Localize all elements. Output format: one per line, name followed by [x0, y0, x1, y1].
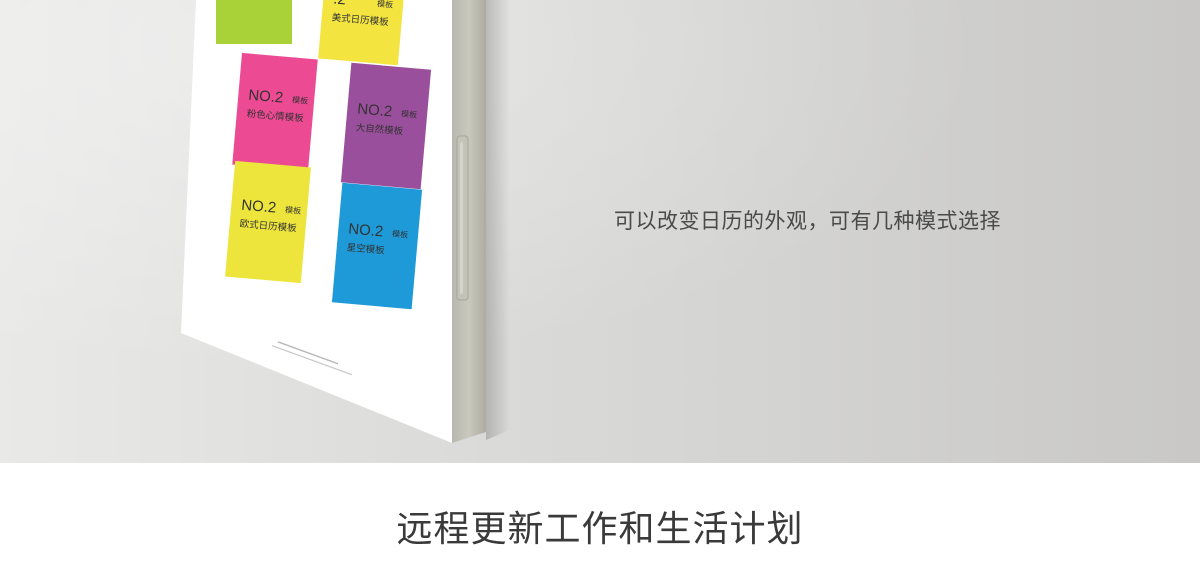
- template-tile-bg: [340, 62, 432, 190]
- template-tag: 模板: [292, 94, 309, 105]
- template-tile: [216, 0, 292, 44]
- template-tile-bg: [318, 0, 406, 66]
- template-tag: 模板: [401, 108, 418, 119]
- template-name: 大自然模板: [355, 121, 404, 137]
- template-number: NO.2: [241, 197, 277, 217]
- device-side-edge: [452, 0, 486, 443]
- wall-calendar-device: .2模板美式日历模板NO.2模板粉色心情模板NO.2模板大自然模板NO.2模板欧…: [216, 0, 510, 443]
- template-grid: .2模板美式日历模板NO.2模板粉色心情模板NO.2模板大自然模板NO.2模板欧…: [216, 0, 432, 310]
- template-tag: 模板: [285, 204, 302, 215]
- template-number: NO.2: [357, 100, 393, 120]
- template-name: 星空模板: [346, 241, 385, 256]
- template-tile-bg: [232, 52, 318, 172]
- template-name: 美式日历模板: [331, 11, 389, 28]
- section-heading: 远程更新工作和生活计划: [396, 509, 804, 550]
- device-shadow: [486, 0, 510, 440]
- feature-tagline: 可以改变日历的外观，可有几种模式选择: [614, 209, 1001, 233]
- template-number: NO.2: [248, 87, 284, 107]
- template-tile-bg: [225, 160, 311, 284]
- template-number: NO.2: [348, 220, 384, 240]
- template-tag: 模板: [377, 0, 394, 10]
- template-number: .2: [333, 0, 347, 8]
- template-name: 欧式日历模板: [239, 218, 297, 235]
- side-button-highlight: [460, 142, 463, 294]
- template-tile-bg: [216, 0, 292, 44]
- screen-footer-text: [272, 341, 352, 376]
- template-name: 粉色心情模板: [246, 108, 304, 125]
- template-tile-bg: [331, 182, 423, 310]
- hero-section: .2模板美式日历模板NO.2模板粉色心情模板NO.2模板大自然模板NO.2模板欧…: [0, 0, 1200, 463]
- template-tag: 模板: [392, 228, 409, 239]
